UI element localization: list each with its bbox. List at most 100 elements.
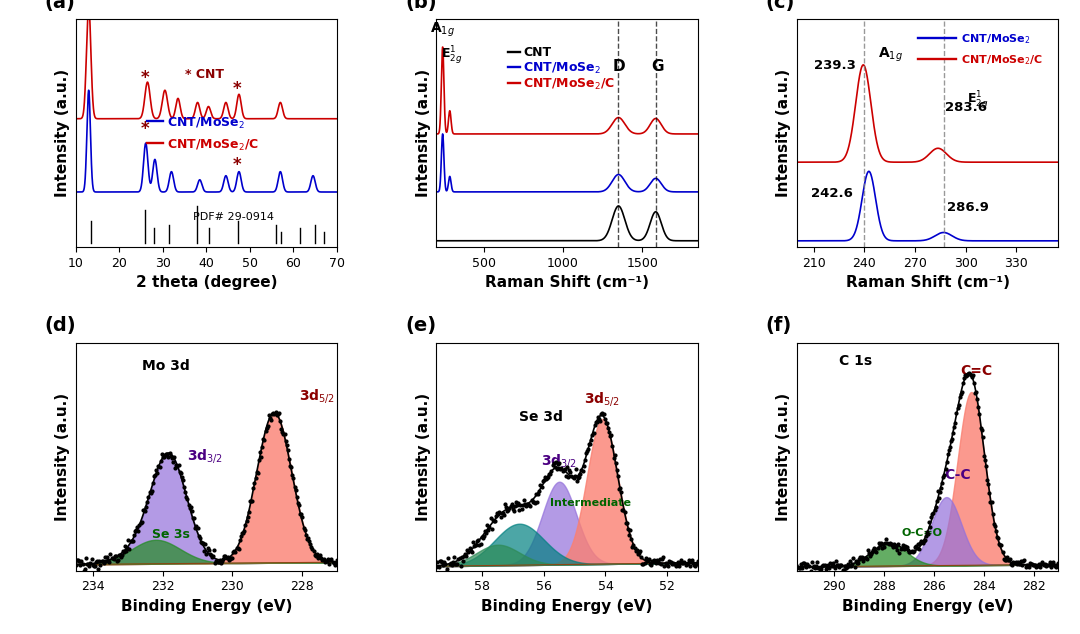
Point (796, 558, 813, 568)
Point (526, 498, 543, 508)
Point (549, 465, 566, 475)
X-axis label: Binding Energy (eV): Binding Energy (eV) (121, 599, 292, 614)
Point (144, 486, 161, 496)
Point (478, 521, 496, 531)
Point (784, 561, 801, 571)
Point (302, 543, 320, 553)
Point (456, 550, 473, 560)
Point (226, 546, 243, 556)
Point (464, 537, 482, 547)
Point (654, 552, 672, 562)
Point (982, 497, 999, 507)
Point (299, 533, 316, 543)
Point (233, 528, 251, 538)
Point (673, 555, 690, 566)
Point (157, 450, 174, 460)
Point (121, 544, 138, 554)
Point (894, 540, 912, 550)
Point (781, 562, 798, 572)
Point (453, 561, 470, 571)
Point (794, 562, 811, 573)
Point (575, 461, 592, 471)
Point (583, 434, 600, 444)
Point (939, 457, 956, 467)
Point (970, 401, 987, 411)
Point (124, 536, 141, 546)
Point (870, 538, 888, 548)
Point (139, 491, 157, 501)
Point (846, 562, 863, 573)
Point (1045, 559, 1063, 569)
Point (810, 564, 827, 574)
Point (643, 560, 660, 570)
Point (151, 462, 168, 472)
Point (148, 465, 165, 476)
Point (814, 560, 832, 570)
Point (878, 534, 895, 544)
Y-axis label: Intensity (a.u.): Intensity (a.u.) (55, 392, 70, 521)
Point (546, 462, 564, 472)
Point (1034, 557, 1051, 567)
Point (954, 387, 971, 398)
Point (524, 496, 541, 507)
Point (581, 439, 598, 449)
Point (133, 517, 150, 527)
Point (234, 528, 252, 538)
Point (309, 553, 326, 564)
Point (490, 507, 508, 517)
Point (552, 463, 569, 474)
Point (869, 543, 887, 553)
Point (661, 557, 678, 567)
Point (238, 516, 255, 526)
Point (159, 450, 176, 460)
Point (528, 497, 545, 507)
Point (672, 557, 689, 567)
Point (906, 541, 923, 552)
Point (978, 475, 996, 485)
Point (54, 560, 71, 570)
Point (132, 518, 149, 528)
X-axis label: Raman Shift (cm⁻¹): Raman Shift (cm⁻¹) (846, 275, 1010, 290)
Point (990, 539, 1008, 549)
Point (438, 564, 456, 574)
Point (895, 544, 913, 554)
Point (298, 534, 315, 544)
Point (138, 497, 156, 507)
Point (208, 557, 226, 567)
Point (230, 543, 247, 553)
Point (983, 497, 1000, 507)
Point (252, 447, 269, 457)
Point (275, 429, 293, 439)
Point (462, 545, 480, 555)
Point (308, 549, 325, 559)
Point (514, 500, 531, 510)
Point (950, 399, 968, 410)
Point (544, 460, 562, 470)
Point (154, 451, 172, 462)
Point (607, 458, 624, 468)
Point (135, 505, 152, 515)
Text: Se 3d: Se 3d (519, 410, 563, 424)
Point (929, 486, 946, 496)
Point (1044, 557, 1062, 567)
Point (445, 552, 462, 562)
Point (267, 407, 284, 417)
Point (105, 553, 122, 564)
Point (591, 413, 608, 424)
Point (782, 564, 799, 574)
Point (415, 558, 432, 568)
Point (657, 558, 674, 568)
Point (60, 566, 78, 576)
Point (922, 512, 940, 522)
Point (523, 495, 540, 505)
Point (902, 547, 919, 557)
Point (272, 424, 289, 434)
Point (644, 555, 661, 566)
Point (914, 538, 931, 548)
Point (216, 551, 233, 561)
Point (295, 523, 312, 533)
Point (422, 557, 440, 567)
Point (619, 524, 636, 534)
Point (244, 496, 261, 506)
Point (508, 497, 525, 507)
